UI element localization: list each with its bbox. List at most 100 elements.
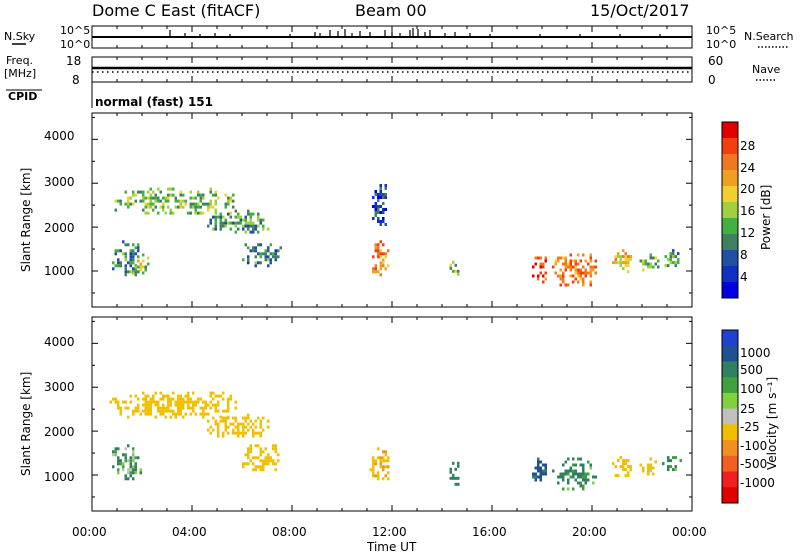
heatmap-cell (272, 462, 275, 466)
heatmap-cell (267, 246, 270, 250)
heatmap-cell (132, 202, 135, 206)
heatmap-cell (267, 255, 270, 259)
heatmap-cell (174, 400, 177, 404)
heatmap-cell (454, 482, 457, 486)
heatmap-cell (259, 431, 262, 435)
heatmap-cell (537, 460, 540, 464)
heatmap-cell (262, 416, 265, 420)
heatmap-cell (384, 252, 387, 256)
heatmap-cell (662, 462, 665, 466)
heatmap-cell (387, 249, 390, 253)
heatmap-cell (582, 265, 585, 269)
heatmap-cell (542, 463, 545, 467)
heatmap-cell (644, 262, 647, 266)
heatmap-cell (232, 221, 235, 225)
heatmap-cell (194, 205, 197, 209)
heatmap-cell (147, 406, 150, 410)
heatmap-cell (379, 465, 382, 469)
heatmap-cell (134, 456, 137, 460)
nsearch-tick-bottom: 10^0 (706, 38, 736, 51)
heatmap-cell (257, 456, 260, 460)
heatmap-cell (182, 400, 185, 404)
heatmap-cell (139, 412, 142, 416)
heatmap-cell (144, 400, 147, 404)
heatmap-cell (272, 255, 275, 259)
heatmap-cell (167, 193, 170, 197)
heatmap-cell (572, 265, 575, 269)
heatmap-cell (669, 255, 672, 259)
nsky-label: N.Sky (4, 30, 36, 43)
heatmap-cell (534, 262, 537, 266)
heatmap-cell (137, 409, 140, 413)
heatmap-cell (122, 252, 125, 256)
heatmap-cell (139, 265, 142, 269)
heatmap-cell (559, 274, 562, 278)
heatmap-cell (582, 475, 585, 479)
heatmap-cell (579, 271, 582, 275)
time-tick-0800: 08:00 (272, 525, 307, 539)
heatmap-cell (377, 447, 380, 451)
heatmap-cell (169, 403, 172, 407)
heatmap-cell (167, 205, 170, 209)
freq-panel: Freq. [MHz] 18 8 60 0 Nave (4, 54, 780, 87)
heatmap-cell (132, 258, 135, 262)
heatmap-cell (229, 397, 232, 401)
heatmap-cell (247, 212, 250, 216)
heatmap-cell (627, 459, 630, 463)
heatmap-cell (189, 412, 192, 416)
heatmap-cell (127, 261, 130, 265)
heatmap-cell (152, 196, 155, 200)
heatmap-cell (234, 230, 237, 234)
heatmap-cell (582, 271, 585, 275)
heatmap-cell (209, 431, 212, 435)
heatmap-cell (132, 456, 135, 460)
heatmap-cell (229, 215, 232, 219)
heatmap-cell (572, 475, 575, 479)
heatmap-cell (262, 459, 265, 463)
heatmap-cell (449, 476, 452, 480)
heatmap-cell (267, 419, 270, 423)
heatmap-cell (137, 397, 140, 401)
heatmap-cell (372, 474, 375, 478)
heatmap-cell (572, 469, 575, 473)
heatmap-cell (207, 403, 210, 407)
heatmap-cell (227, 431, 230, 435)
heatmap-cell (127, 196, 130, 200)
heatmap-cell (219, 394, 222, 398)
heatmap-cell (267, 456, 270, 460)
heatmap-cell (249, 230, 252, 234)
heatmap-cell (614, 258, 617, 262)
heatmap-cell (382, 456, 385, 460)
heatmap-cell (239, 215, 242, 219)
heatmap-cell (677, 261, 680, 265)
velocity-colorbar-frame (721, 329, 739, 504)
heatmap-cell (532, 475, 535, 479)
heatmap-cell (554, 259, 557, 263)
heatmap-cell (127, 415, 130, 419)
heatmap-cell (374, 214, 377, 217)
heatmap-cell (177, 199, 180, 203)
colorbar-swatch (722, 234, 738, 251)
heatmap-cell (277, 249, 280, 253)
heatmap-cell (217, 409, 220, 413)
heatmap-cell (454, 467, 457, 471)
heatmap-cell (377, 252, 380, 256)
heatmap-cell (169, 415, 172, 419)
heatmap-cell (564, 472, 567, 476)
heatmap-cell (567, 283, 570, 287)
heatmap-cell (247, 428, 250, 432)
heatmap-cell (114, 453, 117, 457)
heatmap-cell (372, 468, 375, 472)
heatmap-cell (129, 270, 132, 274)
heatmap-cell (219, 224, 222, 228)
heatmap-cell (624, 462, 627, 466)
heatmap-cell (194, 400, 197, 404)
heatmap-cell (587, 262, 590, 266)
heatmap-cell (587, 472, 590, 476)
heatmap-cell (114, 400, 117, 404)
heatmap-cell (119, 199, 122, 203)
heatmap-cell (147, 403, 150, 407)
heatmap-cell (594, 259, 597, 263)
heatmap-cell (387, 477, 390, 481)
heatmap-cell (222, 434, 225, 438)
